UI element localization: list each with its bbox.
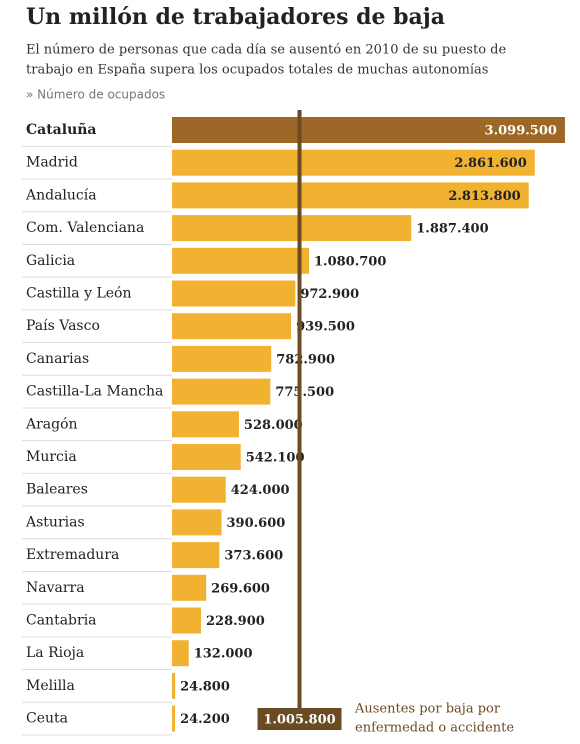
bar [172,247,310,274]
subtitle: El número de personas que cada día se au… [26,43,506,58]
annotation: enfermedad o accidente [355,721,514,736]
value-label: 2.861.600 [454,156,526,171]
bar [172,149,535,176]
bar [172,117,565,143]
value-label: 1.887.400 [416,222,488,237]
value-label: 528.000 [244,418,303,433]
category-label: Castilla-La Mancha [26,384,163,400]
value-label: 373.600 [224,549,283,564]
bar [172,280,296,307]
category-label: Melilla [26,678,75,694]
category-label: Madrid [26,155,78,171]
bar [172,444,241,470]
category-label: Asturias [25,514,85,530]
value-label: 24.200 [180,712,230,727]
bar [172,476,226,503]
bar [172,574,207,601]
category-label: Murcia [26,449,77,465]
category-label: Cantabria [26,613,97,629]
bar [172,182,529,209]
bar [172,672,176,699]
value-label: 390.600 [227,516,286,531]
value-label: 132.000 [194,647,253,662]
bar [172,411,239,438]
value-label: 228.900 [206,614,265,629]
value-label: 2.813.800 [448,189,520,204]
category-label: Galicia [26,253,75,269]
category-label: Castilla y León [26,286,132,302]
chart-title: Un millón de trabajadores de baja [26,4,445,30]
value-label: 542.100 [246,451,305,466]
reference-label-box [257,708,342,730]
category-label: Ceuta [26,711,68,727]
category-label: Com. Valenciana [26,220,144,236]
annotation: Ausentes por baja por [354,702,501,717]
bar [172,640,189,667]
category-label: Andalucía [25,187,97,203]
category-label: Baleares [26,482,88,498]
category-label: Navarra [26,580,85,596]
subtitle: trabajo en España supera los ocupados to… [26,63,488,78]
value-label: 3.099.500 [485,124,557,139]
category-label: Aragón [25,416,78,432]
series-label: » Número de ocupados [26,88,165,102]
value-label: 972.900 [300,287,359,302]
bar [172,705,176,732]
category-label: Canarias [26,351,89,367]
category-label: La Rioja [26,645,84,661]
reference-label: 1.005.800 [263,713,335,728]
bar [172,215,412,242]
value-label: 939.500 [296,320,355,335]
category-label: Extremadura [26,547,119,563]
bar [172,345,272,372]
value-label: 269.600 [211,581,270,596]
bar [172,509,222,536]
value-label: 1.080.700 [314,254,386,269]
bar [172,378,271,405]
bar [172,542,220,569]
value-label: 782.900 [276,352,335,367]
bar [172,313,292,340]
bar [172,607,202,634]
value-label: 24.800 [180,679,230,694]
category-label: Cataluña [26,121,97,138]
value-label: 775.500 [275,385,334,400]
category-label: País Vasco [26,318,100,334]
value-label: 424.000 [231,483,290,498]
